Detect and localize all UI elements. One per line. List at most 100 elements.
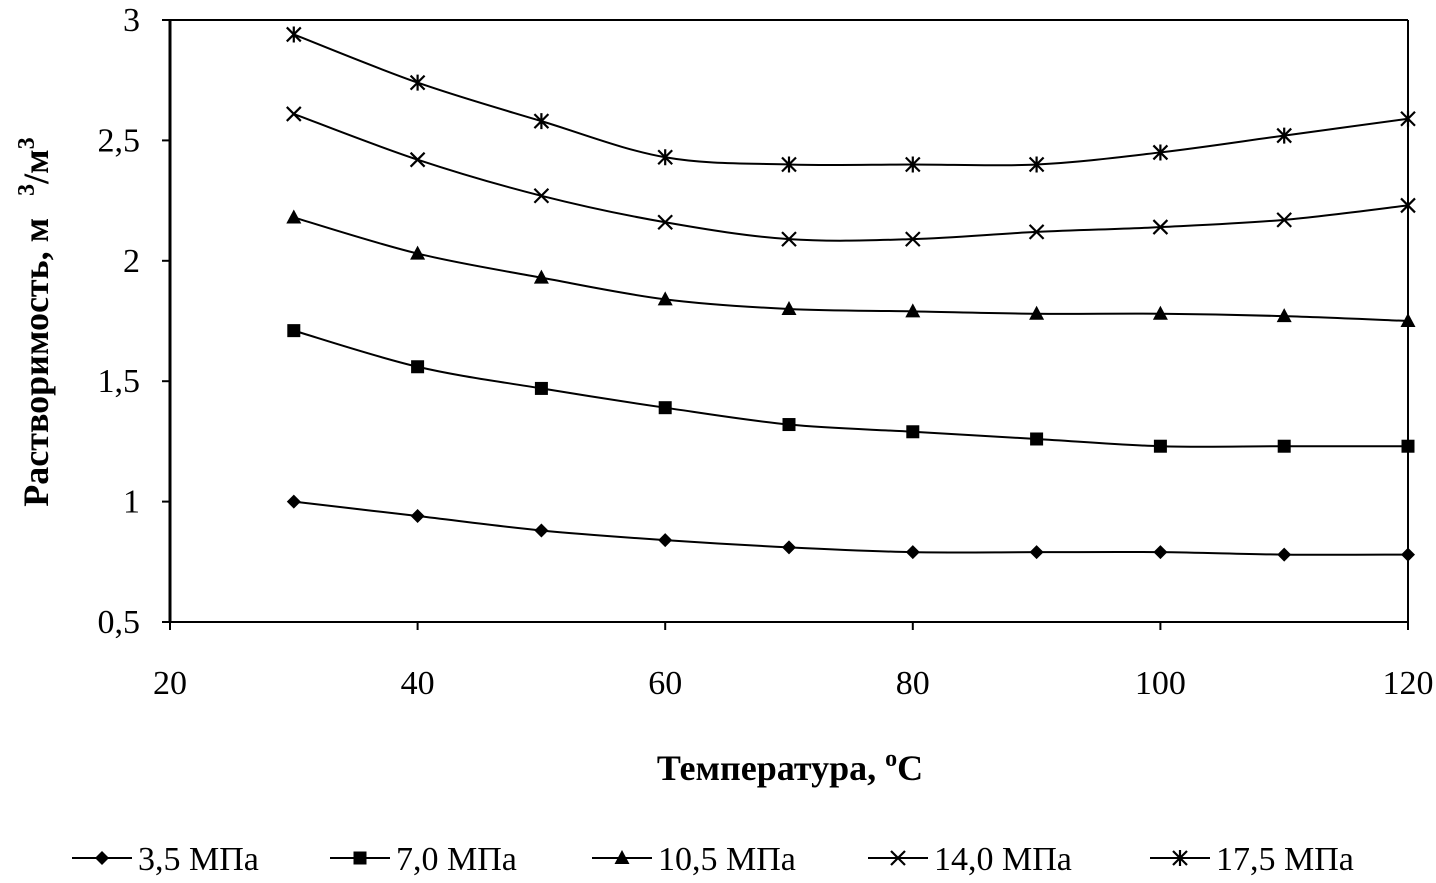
data-point-diamond — [410, 509, 425, 524]
square-marker — [906, 425, 920, 439]
triangle-marker — [657, 291, 673, 306]
x-marker — [1028, 224, 1045, 240]
diamond-marker — [534, 523, 549, 538]
data-point-x — [1028, 224, 1045, 240]
series-1 — [286, 494, 1415, 562]
legend-item: 3,5 МПа — [72, 841, 259, 878]
star-marker — [409, 74, 426, 91]
data-point-diamond — [905, 545, 920, 560]
legend: 3,5 МПа 7,0 МПа 10,5 МПа 14,0 МПа 17,5 МПа — [72, 841, 1354, 878]
data-point-triangle — [1152, 305, 1168, 320]
diamond-marker — [1401, 547, 1415, 562]
triangle-marker — [1152, 305, 1168, 320]
legend-label: 7,0 МПа — [396, 841, 517, 878]
square-marker — [1401, 439, 1415, 453]
series-3 — [286, 209, 1416, 327]
y-tick-label: 0,5 — [98, 604, 141, 641]
data-point-x — [1152, 219, 1169, 235]
data-point-triangle — [410, 245, 426, 260]
x-marker — [781, 231, 797, 247]
series-4 — [286, 106, 1416, 247]
diamond-marker — [1029, 545, 1044, 560]
star-marker — [1172, 850, 1188, 866]
diamond-marker — [905, 545, 920, 560]
data-point-diamond — [286, 494, 301, 509]
data-point-x — [890, 850, 906, 866]
data-point-triangle — [533, 269, 549, 284]
data-point-star — [1028, 156, 1045, 173]
data-point-square — [353, 851, 367, 865]
data-point-star — [409, 74, 426, 91]
data-point-square — [1153, 439, 1167, 453]
x-marker — [409, 151, 426, 168]
x-tick-label: 80 — [896, 665, 930, 702]
series-line — [293, 329, 1408, 448]
data-point-triangle — [1276, 308, 1292, 323]
star-marker — [1276, 127, 1292, 144]
x-marker — [1152, 219, 1169, 235]
data-point-x — [657, 214, 673, 231]
x-marker — [905, 231, 921, 247]
star-marker — [905, 156, 921, 173]
triangle-marker — [410, 245, 426, 260]
triangle-marker — [1029, 305, 1045, 320]
data-point-triangle — [781, 300, 797, 315]
data-point-diamond — [1029, 545, 1044, 560]
data-point-triangle — [1029, 305, 1045, 320]
diamond-marker — [1153, 545, 1168, 560]
triangle-marker — [1400, 313, 1416, 327]
data-point-x — [1400, 197, 1416, 214]
triangle-marker — [781, 300, 797, 315]
data-point-diamond — [1277, 547, 1292, 562]
diamond-marker — [1277, 547, 1292, 562]
data-point-star — [1400, 110, 1416, 127]
star-marker — [1152, 144, 1169, 161]
x-marker — [890, 850, 906, 866]
data-point-x — [409, 151, 426, 168]
x-tick-label: 120 — [1383, 665, 1434, 702]
x-marker — [286, 106, 302, 122]
series-line — [293, 216, 1409, 322]
y-tick-label: 1,5 — [98, 363, 141, 400]
diamond-marker — [658, 533, 673, 548]
square-marker — [534, 381, 548, 395]
diamond-marker — [782, 540, 796, 555]
data-point-square — [782, 418, 796, 432]
x-tick-label: 20 — [153, 665, 187, 702]
data-point-triangle — [657, 291, 673, 306]
x-marker — [533, 188, 550, 204]
data-point-diamond — [782, 540, 796, 555]
series-line — [293, 112, 1409, 242]
data-point-square — [287, 324, 301, 338]
data-point-star — [905, 156, 921, 173]
legend-label: 14,0 МПа — [934, 841, 1072, 878]
legend-item: 7,0 МПа — [330, 841, 517, 878]
data-point-diamond — [658, 533, 673, 548]
data-point-triangle — [614, 850, 630, 864]
legend-label: 17,5 МПа — [1216, 841, 1354, 878]
star-marker — [781, 156, 797, 173]
star-marker — [286, 26, 302, 43]
diamond-marker — [410, 509, 425, 524]
series-line — [293, 33, 1409, 167]
star-marker — [657, 149, 673, 166]
series-layer — [286, 26, 1416, 562]
triangle-marker — [533, 269, 549, 284]
axis-labels: Температура, oС Растворимость, м3/м3 — [14, 137, 923, 788]
square-marker — [1030, 432, 1044, 446]
data-point-star — [657, 149, 673, 166]
legend-item: 17,5 МПа — [1150, 841, 1354, 878]
axes: 0,5 1 1,5 2 2,5 3 20 40 60 80 100 120 — [98, 2, 1434, 702]
data-point-diamond — [534, 523, 549, 538]
x-tick-label: 60 — [648, 665, 682, 702]
x-marker — [1276, 212, 1292, 228]
data-point-square — [906, 425, 920, 439]
diamond-marker — [95, 851, 109, 865]
series-line — [293, 500, 1409, 556]
legend-item: 10,5 МПа — [592, 841, 796, 878]
data-point-triangle — [286, 209, 302, 224]
x-axis-title: Температура, oС — [657, 746, 923, 788]
data-point-star — [1172, 850, 1188, 866]
x-tick-label: 40 — [401, 665, 435, 702]
